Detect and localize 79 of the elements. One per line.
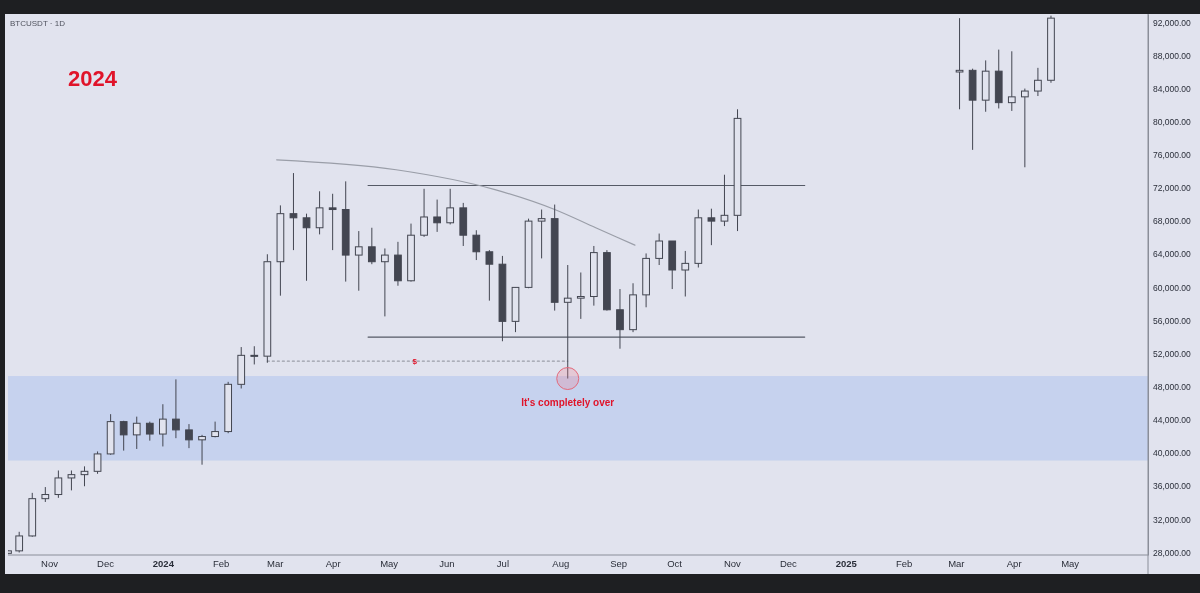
candlestick (446, 188, 455, 225)
candlestick (655, 233, 664, 266)
x-tick-label: Nov (723, 557, 742, 569)
y-tick-label: 64,000.00 (1153, 249, 1192, 260)
y-tick-label: 72,000.00 (1153, 183, 1192, 194)
y-tick-label: 48,000.00 (1153, 382, 1192, 393)
y-tick-label: 32,000.00 (1153, 514, 1192, 525)
x-tick-label: Jul (496, 557, 510, 569)
candlestick (172, 378, 180, 439)
candlestick (119, 420, 128, 452)
x-tick-label: Aug (552, 557, 570, 569)
candlestick (1034, 67, 1042, 97)
y-tick-label: 36,000.00 (1153, 481, 1192, 492)
annotation: It's completely over (521, 396, 615, 408)
candlestick (211, 421, 219, 438)
y-tick-label: 84,000.00 (1153, 83, 1192, 94)
x-tick-label: Feb (895, 557, 913, 569)
candlestick (955, 17, 964, 110)
candlestick (93, 450, 102, 475)
x-tick-label: May (1061, 557, 1080, 569)
x-tick-label: 2025 (835, 557, 858, 569)
candlestick (198, 434, 206, 466)
y-tick-label: 76,000.00 (1153, 150, 1192, 161)
candlestick (1021, 88, 1029, 168)
x-tick-label: Dec (779, 557, 798, 569)
candlestick (54, 469, 63, 499)
y-tick-label: 88,000.00 (1153, 50, 1192, 61)
x-tick-label: 2024 (152, 557, 175, 569)
x-tick-label: Mar (948, 557, 965, 569)
x-tick-label: Apr (1006, 557, 1022, 569)
candlestick (576, 271, 585, 320)
candlestick (420, 188, 428, 238)
x-tick-label: Apr (325, 557, 341, 569)
candlestick (616, 288, 624, 350)
candlestick (185, 423, 193, 449)
candlestick (132, 416, 141, 450)
x-tick-label: May (380, 557, 399, 569)
y-tick-label: 40,000.00 (1153, 448, 1192, 459)
annotation: $ (412, 357, 418, 367)
candlestick (315, 190, 324, 235)
x-tick-label: Oct (667, 557, 683, 569)
x-tick-label: Dec (97, 557, 115, 569)
candlestick (15, 531, 24, 554)
y-tick-label: 44,000.00 (1153, 415, 1192, 426)
y-tick-label: 28,000.00 (1153, 547, 1192, 558)
candlestick (681, 250, 690, 298)
candlestick (250, 345, 259, 365)
candlestick (563, 264, 572, 380)
candlestick (302, 213, 311, 282)
y-tick-label: 52,000.00 (1153, 348, 1192, 359)
y-tick-label: 80,000.00 (1153, 116, 1192, 127)
y-tick-label: 56,000.00 (1153, 315, 1192, 326)
x-tick-label: Mar (267, 557, 284, 569)
candlestick (485, 249, 494, 302)
candlestick (381, 247, 389, 317)
x-tick-label: Feb (213, 557, 230, 569)
text: BTCUSDT · 1D (10, 19, 66, 28)
candlestick (720, 174, 729, 227)
candlestick (289, 172, 298, 251)
candlestick (707, 208, 716, 246)
y-tick-label: 60,000.00 (1153, 282, 1192, 293)
x-tick-label: Nov (41, 557, 59, 569)
x-tick-label: Sep (610, 557, 628, 569)
candlestick (328, 193, 337, 251)
candlestick (472, 229, 481, 261)
candlestick (367, 227, 376, 265)
y-tick-label: 92,000.00 (1153, 17, 1192, 28)
candlestick (1007, 50, 1016, 112)
x-tick-label: Jun (439, 557, 455, 569)
candlestick (537, 209, 546, 259)
candlestick (67, 469, 76, 491)
candlestick (145, 421, 154, 442)
candlestick (433, 199, 441, 233)
line-series (276, 159, 636, 246)
annotation: 2024 (68, 66, 118, 91)
candlestick (354, 230, 363, 292)
candlestick (159, 403, 167, 447)
y-tick-label: 68,000.00 (1153, 216, 1192, 227)
candlestick (80, 465, 89, 487)
